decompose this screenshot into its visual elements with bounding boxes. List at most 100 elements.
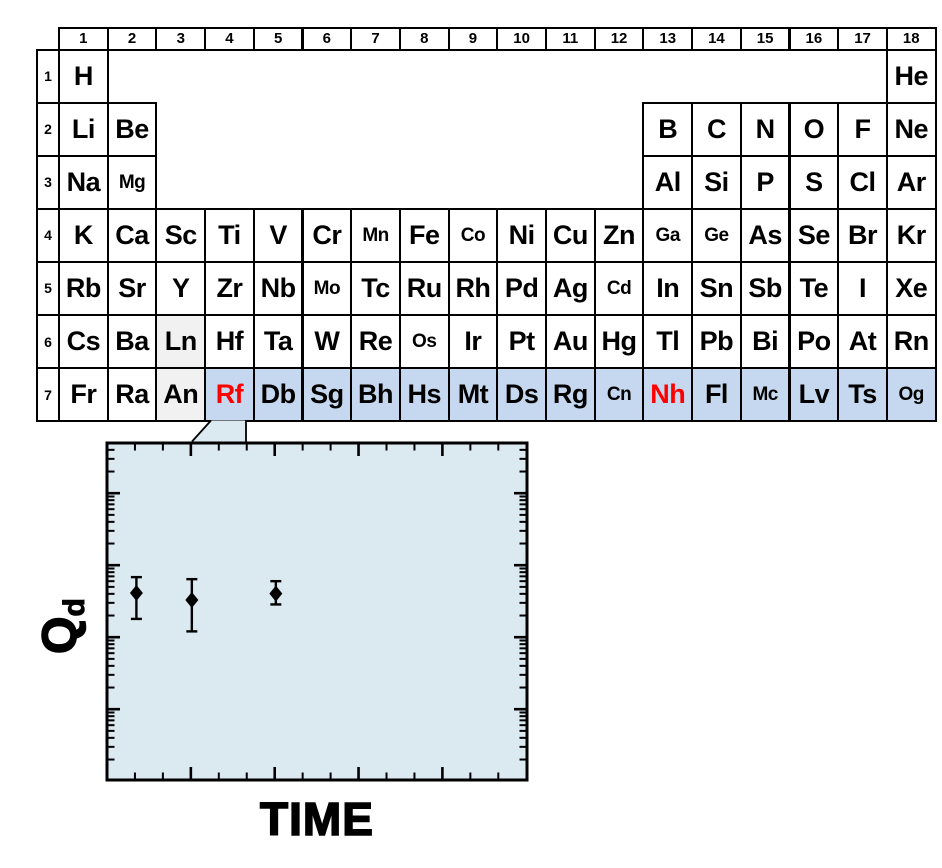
period-label-2: 2: [36, 101, 60, 157]
element-symbol-In: In: [656, 272, 680, 303]
y-axis-label-subscript: d: [58, 598, 92, 617]
element-symbol-Bi: Bi: [752, 326, 779, 357]
element-symbol-Pt: Pt: [508, 326, 536, 357]
element-symbol-Mg: Mg: [118, 171, 146, 193]
element-symbol-He: He: [894, 60, 928, 91]
element-Zn: Zn: [593, 207, 645, 263]
element-symbol-K: K: [73, 219, 94, 250]
element-Bh: Bh: [350, 367, 401, 423]
element-symbol-Ag: Ag: [552, 272, 589, 303]
element-symbol-Db: Db: [260, 379, 297, 410]
element-symbol-Br: Br: [848, 219, 878, 250]
element-symbol-I: I: [859, 272, 867, 303]
element-symbol-Tc: Tc: [361, 272, 390, 303]
element-Cu: Cu: [545, 207, 596, 263]
group-header-4: 4: [204, 27, 255, 51]
element-As: As: [739, 207, 791, 263]
element-symbol-Hf: Hf: [215, 326, 244, 357]
element-Ge: Ge: [691, 207, 742, 263]
element-Ni: Ni: [496, 207, 547, 263]
element-He: He: [885, 48, 937, 104]
element-Zr: Zr: [204, 260, 255, 316]
element-symbol-Nh: Nh: [650, 379, 686, 410]
element-symbol-Be: Be: [115, 113, 149, 144]
group-header-14: 14: [691, 27, 742, 51]
element-Fl: Fl: [691, 367, 742, 423]
element-symbol-Ir: Ir: [464, 326, 482, 357]
element-Mo: Mo: [301, 260, 353, 316]
element-symbol-N: N: [755, 113, 776, 144]
element-symbol-W: W: [314, 326, 340, 357]
element-symbol-Si: Si: [704, 166, 729, 197]
element-symbol-Fr: Fr: [70, 379, 97, 410]
element-symbol-Ge: Ge: [704, 224, 729, 246]
element-symbol-Og: Og: [898, 384, 925, 406]
element-symbol-Rb: Rb: [65, 272, 102, 303]
data-point-2: [185, 577, 199, 633]
element-Cd: Cd: [593, 260, 645, 316]
element-symbol-Ti: Ti: [218, 219, 241, 250]
element-Mt: Mt: [447, 367, 499, 423]
element-symbol-Lv: Lv: [798, 379, 830, 410]
element-symbol-S: S: [805, 166, 823, 197]
element-symbol-Se: Se: [797, 219, 831, 250]
element-symbol-Mn: Mn: [362, 224, 389, 246]
callout-wedge: [191, 419, 247, 443]
element-symbol-Rh: Rh: [455, 272, 491, 303]
group-header-7: 7: [350, 27, 401, 51]
element-Bi: Bi: [739, 314, 791, 370]
element-symbol-Na: Na: [66, 166, 101, 197]
element-symbol-Sc: Sc: [164, 219, 198, 250]
element-symbol-Sr: Sr: [118, 272, 146, 303]
element-symbol-B: B: [658, 113, 678, 144]
element-symbol-Ba: Ba: [115, 326, 149, 357]
x-axis-label: TIME: [259, 792, 374, 846]
element-symbol-Li: Li: [71, 113, 96, 144]
element-Br: Br: [837, 207, 888, 263]
element-Ca: Ca: [106, 207, 158, 263]
element-Si: Si: [691, 154, 742, 210]
y-axis-label-main: Q: [33, 616, 88, 655]
element-In: In: [642, 260, 694, 316]
element-symbol-Zr: Zr: [216, 272, 243, 303]
data-point-3: [269, 579, 283, 606]
element-Se: Se: [788, 207, 840, 263]
element-symbol-An: An: [163, 379, 199, 410]
element-symbol-Fl: Fl: [704, 379, 729, 410]
element-symbol-Ru: Ru: [406, 272, 443, 303]
element-symbol-Mo: Mo: [313, 277, 341, 299]
element-symbol-Rg: Rg: [552, 379, 589, 410]
element-symbol-Ga: Ga: [655, 224, 681, 246]
element-symbol-Ne: Ne: [894, 113, 928, 144]
element-symbol-C: C: [706, 113, 727, 144]
element-W: W: [301, 314, 353, 370]
element-Pd: Pd: [496, 260, 547, 316]
data-series: [129, 575, 283, 633]
element-F: F: [837, 101, 888, 157]
element-Rn: Rn: [885, 314, 937, 370]
element-symbol-Cu: Cu: [552, 219, 589, 250]
element-symbol-Po: Po: [797, 326, 831, 357]
element-symbol-Y: Y: [171, 272, 190, 303]
element-P: P: [739, 154, 791, 210]
element-Db: Db: [252, 367, 304, 423]
element-symbol-Pd: Pd: [504, 272, 539, 303]
element-Cn: Cn: [593, 367, 645, 423]
period-label-1: 1: [36, 48, 60, 104]
element-Ag: Ag: [545, 260, 596, 316]
element-symbol-Sn: Sn: [699, 272, 734, 303]
element-symbol-Fe: Fe: [408, 219, 440, 250]
element-symbol-Rf: Rf: [215, 379, 244, 410]
element-Og: Og: [885, 367, 937, 423]
element-symbol-Ds: Ds: [504, 379, 539, 410]
element-Pb: Pb: [691, 314, 742, 370]
element-symbol-Au: Au: [552, 326, 589, 357]
element-symbol-Sg: Sg: [310, 379, 344, 410]
element-symbol-Xe: Xe: [895, 272, 928, 303]
element-symbol-Mt: Mt: [457, 379, 489, 410]
element-symbol-Kr: Kr: [896, 219, 927, 250]
element-symbol-Cn: Cn: [606, 384, 632, 406]
